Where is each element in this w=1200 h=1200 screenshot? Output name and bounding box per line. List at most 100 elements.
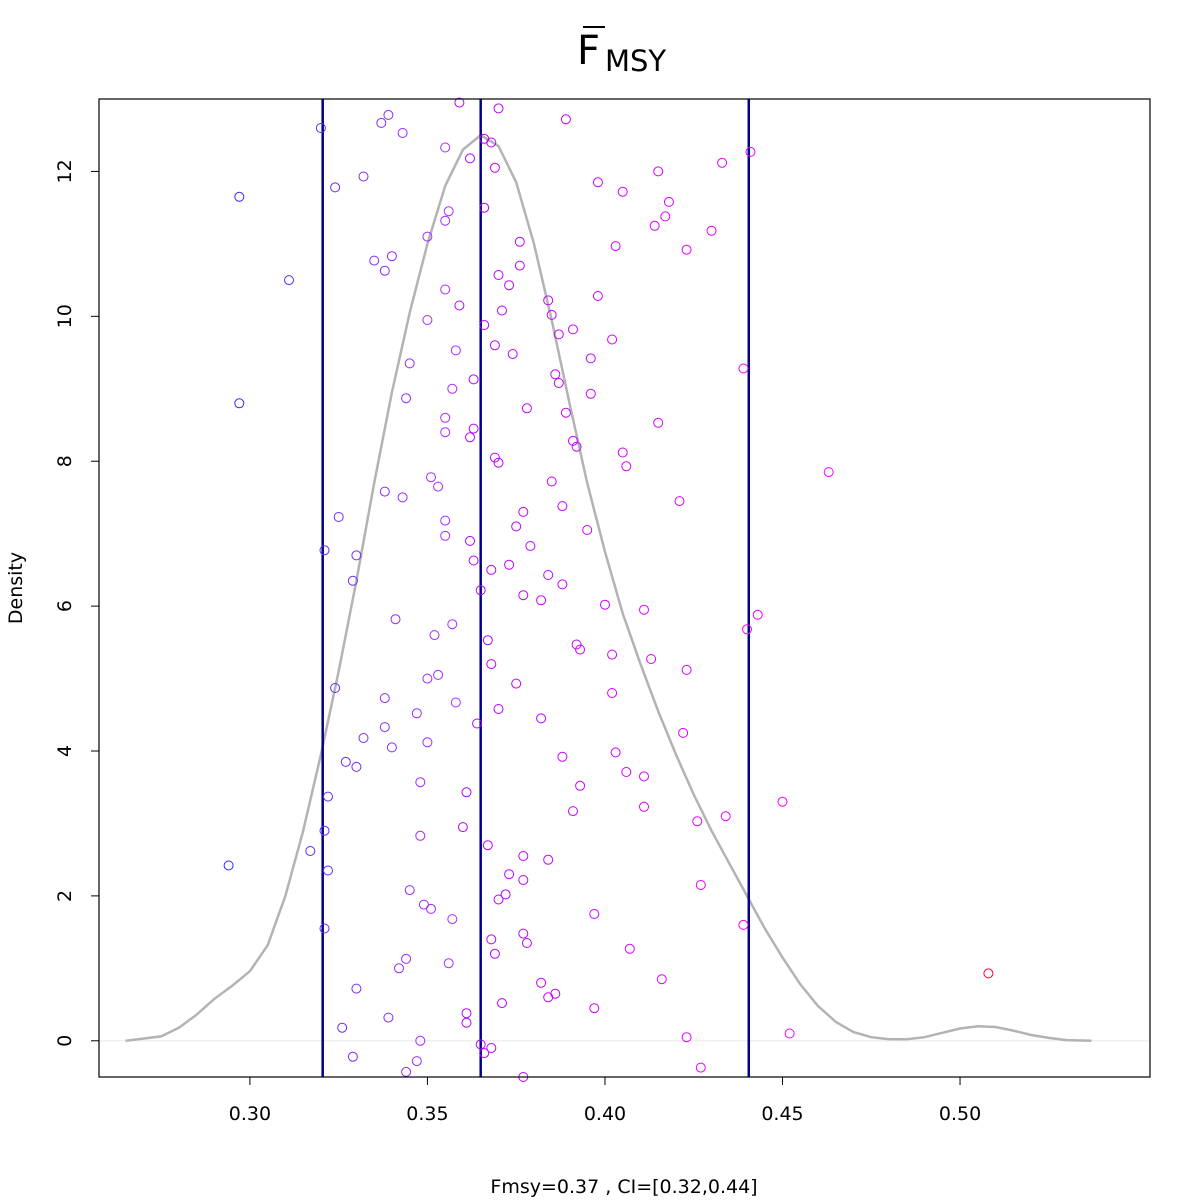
data-point: [443, 206, 454, 217]
data-point: [447, 619, 458, 630]
data-point: [305, 846, 316, 856]
data-point: [653, 166, 664, 177]
data-point: [738, 919, 749, 930]
data-point: [823, 467, 834, 478]
data-point: [720, 811, 731, 822]
data-point: [518, 590, 529, 601]
data-point: [639, 771, 649, 782]
data-point: [511, 521, 522, 532]
data-point: [447, 383, 458, 394]
data-point: [493, 894, 504, 905]
data-point: [557, 579, 568, 590]
data-point: [706, 225, 717, 236]
data-point: [639, 801, 649, 812]
data-point: [465, 432, 475, 443]
data-point: [347, 575, 358, 586]
data-point: [440, 427, 451, 438]
data-point: [504, 559, 515, 570]
data-point: [571, 639, 582, 650]
data-point: [422, 315, 433, 325]
data-point: [489, 340, 500, 351]
data-point: [426, 472, 436, 483]
data-point: [653, 417, 664, 428]
data-point: [784, 1028, 795, 1039]
data-point: [521, 403, 532, 414]
data-point: [440, 284, 451, 295]
x-axis-label: Fmsy=0.37 , CI=[0.32,0.44]: [490, 1176, 757, 1198]
data-point: [486, 934, 497, 945]
y-tick-label: 12: [54, 159, 76, 183]
data-point: [461, 1008, 472, 1019]
data-point: [571, 441, 582, 452]
data-point: [422, 737, 433, 748]
data-point: [461, 787, 472, 798]
data-point: [457, 822, 468, 833]
data-point: [585, 353, 596, 364]
data-point: [582, 525, 593, 535]
data-point: [415, 777, 426, 788]
data-point: [607, 688, 618, 698]
data-point: [536, 595, 547, 606]
density-curve: [125, 133, 1092, 1043]
y-tick-label: 2: [54, 890, 76, 902]
data-point: [440, 215, 451, 226]
data-point: [649, 220, 660, 231]
data-point: [536, 713, 547, 724]
data-point: [404, 885, 415, 896]
data-point: [223, 860, 234, 871]
data-point: [738, 363, 749, 374]
data-point: [543, 570, 554, 580]
y-axis-label: Density: [5, 552, 27, 624]
data-point: [536, 977, 547, 988]
data-point: [621, 461, 632, 472]
data-point: [518, 875, 529, 885]
data-point: [525, 541, 536, 551]
data-point: [557, 501, 568, 512]
data-point: [234, 398, 245, 409]
data-point: [379, 265, 390, 276]
data-point: [497, 998, 507, 1009]
data-point: [450, 345, 461, 356]
data-point: [440, 530, 451, 541]
data-point: [337, 1022, 348, 1033]
data-point: [401, 1066, 412, 1077]
data-point: [401, 393, 412, 404]
data-point: [639, 604, 649, 615]
data-point: [500, 889, 511, 900]
data-point: [479, 133, 490, 144]
data-point: [461, 1017, 472, 1028]
data-point: [514, 260, 525, 271]
data-point: [323, 865, 333, 876]
data-point: [592, 291, 603, 301]
data-point: [358, 733, 369, 743]
data-point: [745, 146, 756, 157]
data-point: [493, 457, 504, 468]
data-point: [621, 767, 632, 777]
plot-frame: [98, 98, 1151, 1078]
chart-title: F: [577, 28, 600, 74]
data-point: [468, 374, 479, 385]
data-point: [518, 851, 529, 861]
data-point: [315, 123, 326, 133]
data-point: [660, 211, 671, 222]
x-tick-label: 0.35: [406, 1103, 448, 1125]
data-point: [742, 624, 752, 635]
data-point: [553, 378, 564, 388]
data-point: [415, 830, 426, 841]
data-point: [447, 914, 458, 925]
data-point: [401, 953, 412, 964]
data-point: [454, 300, 465, 311]
data-point: [482, 635, 493, 646]
data-point: [568, 435, 578, 446]
data-point: [351, 983, 362, 994]
x-tick-label: 0.40: [584, 1103, 626, 1125]
data-point: [493, 103, 504, 114]
data-point: [450, 697, 461, 708]
data-point: [575, 644, 586, 655]
data-point: [397, 492, 408, 503]
x-tick-label: 0.30: [229, 1103, 271, 1125]
data-point: [546, 309, 557, 320]
y-tick-label: 10: [54, 304, 76, 328]
data-point: [560, 407, 571, 418]
